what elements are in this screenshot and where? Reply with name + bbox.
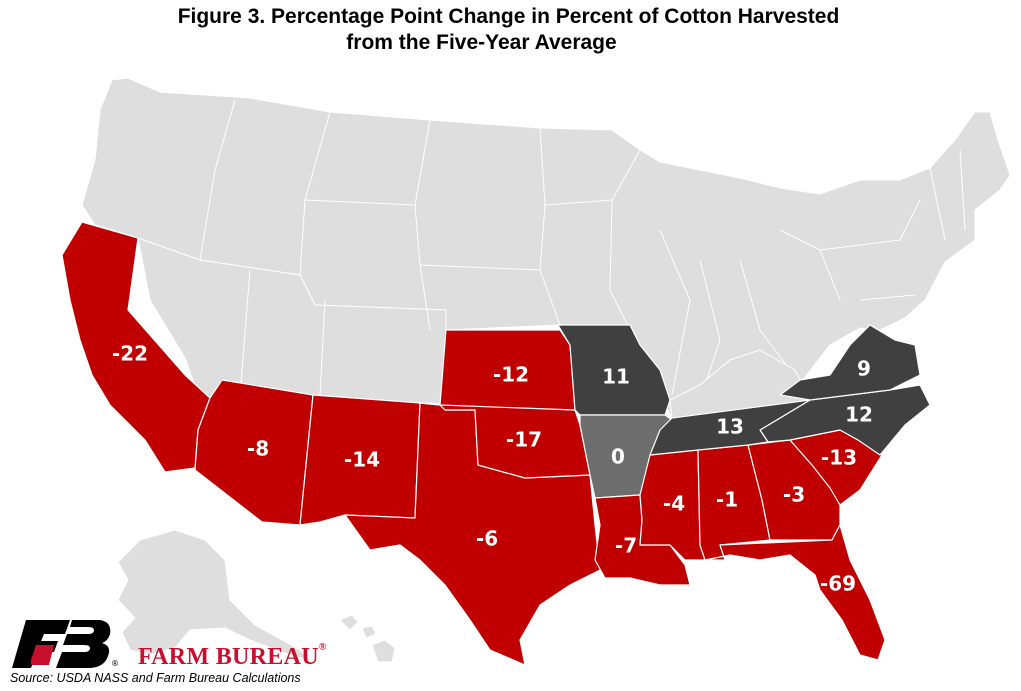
label-arizona: -8 bbox=[247, 437, 269, 461]
label-virginia: 9 bbox=[857, 357, 871, 381]
label-texas: -6 bbox=[476, 527, 498, 551]
farm-bureau-logo-mark: ® bbox=[12, 620, 119, 668]
logo-reg-mark: ® bbox=[111, 659, 119, 668]
label-florida: -69 bbox=[820, 572, 856, 596]
label-california: -22 bbox=[112, 342, 148, 366]
label-arkansas: 0 bbox=[611, 445, 625, 469]
label-missouri: 11 bbox=[602, 365, 630, 389]
logo-name: FARM BUREAU bbox=[138, 644, 319, 670]
label-south-carolina: -13 bbox=[821, 446, 857, 470]
state-labels: -22 -8 -14 -6 -17 -12 11 0 -7 -4 -1 -3 -… bbox=[112, 342, 873, 596]
data-states bbox=[61, 221, 931, 666]
label-new-mexico: -14 bbox=[344, 448, 380, 472]
state-virginia bbox=[779, 324, 921, 401]
state-california bbox=[61, 221, 211, 473]
source-note: Source: USDA NASS and Farm Bureau Calcul… bbox=[10, 671, 301, 685]
farm-bureau-wordmark: FARM BUREAU® bbox=[138, 642, 327, 671]
title-line-2: from the Five-Year Average bbox=[346, 31, 617, 54]
state-kentucky bbox=[669, 349, 811, 419]
state-florida bbox=[704, 524, 886, 661]
chart-title: Figure 3. Percentage Point Change in Per… bbox=[0, 4, 1021, 56]
label-tennessee: 13 bbox=[716, 415, 744, 439]
title-line-1: Figure 3. Percentage Point Change in Per… bbox=[177, 5, 840, 28]
state-arizona bbox=[194, 379, 314, 526]
label-oklahoma: -17 bbox=[506, 428, 542, 452]
label-georgia: -3 bbox=[783, 483, 805, 507]
label-louisiana: -7 bbox=[615, 534, 637, 558]
label-alabama: -1 bbox=[716, 488, 738, 512]
label-mississippi: -4 bbox=[663, 492, 685, 516]
label-kansas: -12 bbox=[493, 363, 529, 387]
alaska bbox=[117, 529, 312, 661]
base-map bbox=[81, 77, 1011, 663]
state-tennessee bbox=[649, 399, 811, 456]
hawaii bbox=[339, 614, 396, 663]
logo-name-reg: ® bbox=[318, 642, 327, 653]
state-borders bbox=[94, 99, 966, 401]
state-oklahoma bbox=[419, 402, 591, 479]
label-north-carolina: 12 bbox=[845, 403, 873, 427]
